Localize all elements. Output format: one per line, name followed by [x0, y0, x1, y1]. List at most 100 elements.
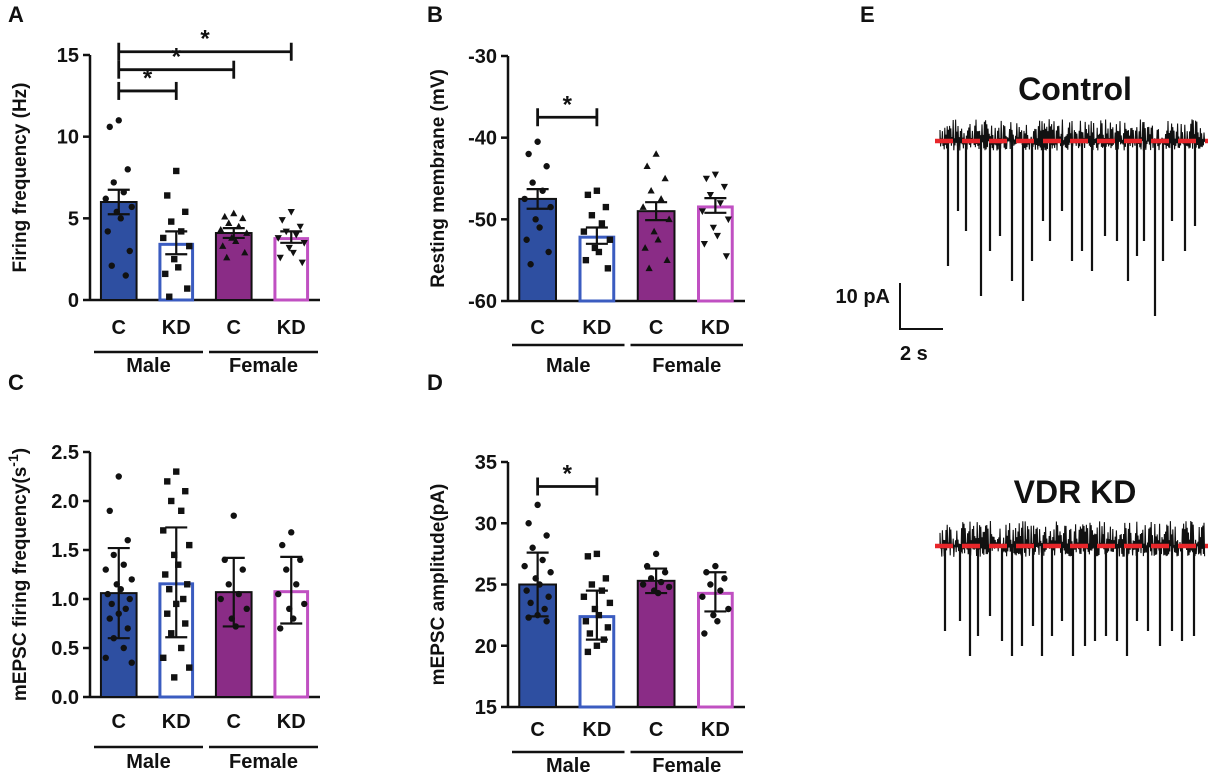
data-point — [720, 183, 728, 191]
x-category-label: C — [530, 719, 544, 741]
significance-star: * — [143, 65, 153, 92]
data-point — [124, 166, 131, 173]
data-point — [106, 507, 113, 514]
y-tick-label: 35 — [475, 452, 497, 474]
data-point — [225, 581, 232, 588]
scale-time-label: 2 s — [900, 343, 928, 365]
panel-a-chart: 0 5 10 15 Firing frequency (Hz) C KD C KD Male Fem… — [10, 26, 320, 377]
data-point — [523, 587, 530, 594]
y-tick-label: 15 — [57, 45, 79, 67]
data-point — [665, 215, 673, 223]
x-category-label: KD — [277, 317, 306, 339]
data-point — [232, 237, 240, 244]
data-point — [593, 642, 601, 649]
data-point — [598, 220, 606, 227]
data-point — [230, 209, 238, 217]
y-tick-label: 1.0 — [51, 589, 79, 611]
data-point — [714, 618, 721, 625]
data-point — [115, 117, 122, 124]
data-point — [171, 255, 178, 263]
data-point — [593, 187, 601, 194]
data-point — [160, 234, 167, 242]
data-point — [115, 473, 122, 480]
panel-label-d: D — [427, 370, 443, 395]
group-label: Female — [652, 355, 721, 377]
panel-d-chart: 15 20 25 30 35 mEPSC amplitude(pA) C KD C KD Male F… — [428, 452, 745, 777]
data-point — [168, 630, 175, 637]
data-point — [178, 507, 185, 514]
data-point — [301, 600, 308, 608]
data-point — [104, 228, 111, 235]
kd-trace — [939, 520, 1206, 656]
data-point — [661, 569, 669, 576]
data-point — [521, 195, 528, 203]
data-point — [591, 605, 599, 613]
data-point — [604, 265, 612, 272]
data-point — [521, 562, 528, 570]
data-point — [108, 600, 115, 608]
data-point — [595, 248, 603, 256]
y-axis-label: Resting membrane (mV) — [428, 69, 449, 288]
data-point — [164, 610, 171, 617]
y-tick-label: -50 — [468, 209, 497, 231]
data-point — [643, 162, 651, 170]
data-point — [706, 192, 714, 199]
x-category-label: C — [649, 317, 663, 339]
data-point — [217, 595, 224, 603]
data-point — [186, 541, 193, 549]
data-point — [545, 593, 552, 600]
data-point — [650, 227, 658, 235]
data-point — [102, 195, 109, 202]
data-point — [223, 253, 231, 261]
data-point — [241, 248, 249, 256]
data-point — [239, 566, 246, 573]
data-point — [657, 578, 665, 586]
data-point — [652, 550, 660, 558]
data-point — [102, 654, 109, 661]
y-axis-label: mEPSC amplitude(pA) — [428, 484, 449, 686]
x-category-label: KD — [701, 317, 730, 339]
data-point — [584, 191, 592, 199]
data-point — [527, 599, 534, 607]
panel-e-traces: Control 10 pA 2 s VDR KD — [836, 71, 1208, 656]
data-point — [543, 532, 550, 539]
data-point — [647, 575, 655, 582]
data-point — [652, 150, 660, 157]
y-tick-label: 1.5 — [51, 540, 79, 562]
data-point — [173, 468, 180, 475]
x-category-label: KD — [701, 719, 730, 741]
data-point — [711, 171, 719, 179]
data-point — [604, 624, 612, 631]
data-point — [243, 605, 250, 612]
data-point — [300, 240, 308, 247]
y-tick-label: -40 — [468, 128, 497, 150]
y-tick-label: 5 — [68, 208, 79, 230]
group-label: Female — [229, 355, 298, 377]
data-point — [584, 648, 592, 656]
data-point — [126, 247, 133, 255]
data-point — [217, 225, 225, 233]
data-point — [588, 581, 596, 588]
data-point — [126, 595, 133, 603]
data-point — [221, 212, 229, 220]
data-point — [184, 581, 191, 588]
data-point — [296, 223, 304, 231]
data-point — [173, 167, 180, 175]
data-point — [289, 249, 297, 257]
y-tick-label: 10 — [57, 127, 79, 149]
data-point — [277, 625, 284, 632]
data-point — [124, 625, 131, 632]
data-point — [171, 551, 178, 559]
panel-b-chart: -60 -50 -40 -30 Resting membrane (mV) C KD C KD M… — [428, 46, 745, 377]
data-point — [175, 561, 182, 568]
data-point — [701, 630, 708, 637]
y-tick-label: 0 — [68, 290, 79, 312]
data-point — [288, 529, 295, 536]
data-point — [225, 219, 233, 227]
data-point — [595, 611, 603, 619]
data-point — [525, 150, 532, 158]
data-point — [525, 520, 532, 527]
data-point — [128, 203, 135, 211]
panel-label-e: E — [860, 2, 875, 27]
data-point — [721, 575, 728, 582]
